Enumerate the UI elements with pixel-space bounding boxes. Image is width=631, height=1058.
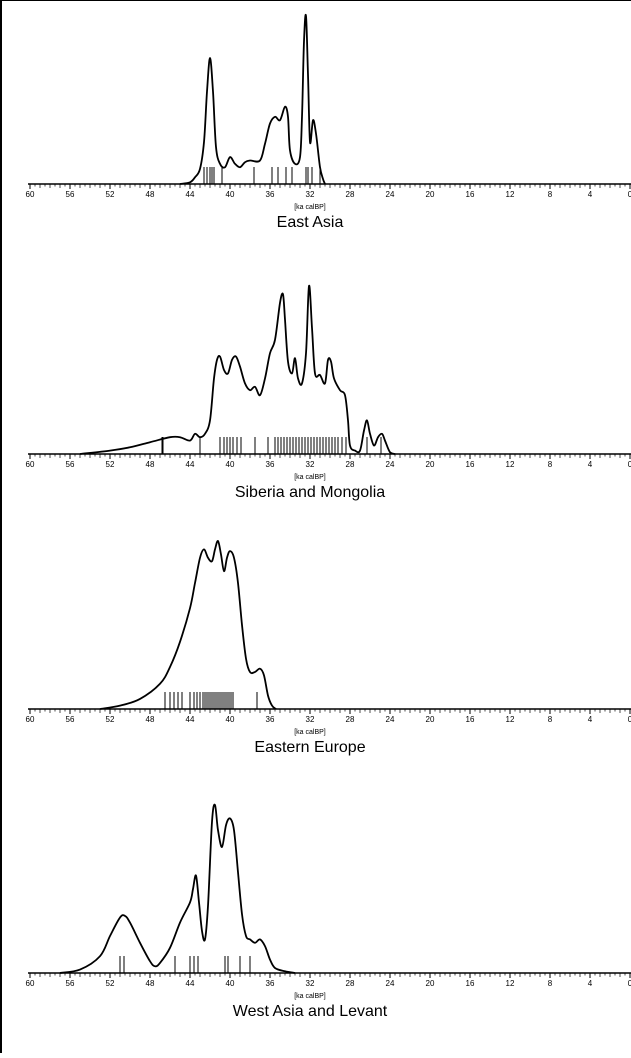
tick-label-40: 40	[226, 190, 235, 199]
tick-label-36: 36	[266, 715, 275, 724]
tick-label-20: 20	[426, 460, 435, 469]
tick-label-24: 24	[386, 460, 395, 469]
tick-label-56: 56	[66, 460, 75, 469]
tick-label-20: 20	[426, 979, 435, 988]
tick-label-16: 16	[466, 190, 475, 199]
tick-label-4: 4	[588, 190, 593, 199]
panel-title: West Asia and Levant	[233, 1003, 388, 1020]
density-curve	[179, 13, 326, 185]
tick-label-20: 20	[426, 715, 435, 724]
tick-label-0: 0	[628, 715, 631, 724]
tick-label-4: 4	[588, 460, 593, 469]
tick-label-48: 48	[146, 190, 155, 199]
panel-0: 60 56 52 48 44 40 36 32 28 24 20 16 12 8 4 0[ka calBP]E…	[26, 13, 631, 231]
panel-1: 60 56 52 48 44 40 36 32 28 24 20 16 12 8 4 0[ka calBP]S…	[26, 285, 631, 501]
x-axis-label: [ka calBP]	[294, 729, 326, 736]
tick-label-12: 12	[506, 190, 515, 199]
tick-label-32: 32	[306, 979, 315, 988]
tick-label-44: 44	[186, 190, 195, 199]
tick-label-32: 32	[306, 715, 315, 724]
tick-label-16: 16	[466, 715, 475, 724]
tick-label-4: 4	[588, 979, 593, 988]
tick-label-48: 48	[146, 460, 155, 469]
tick-label-28: 28	[346, 715, 355, 724]
panel-title: Siberia and Mongolia	[235, 484, 385, 501]
tick-label-0: 0	[628, 190, 631, 199]
tick-label-8: 8	[548, 460, 553, 469]
tick-label-12: 12	[506, 460, 515, 469]
tick-label-48: 48	[146, 715, 155, 724]
tick-label-20: 20	[426, 190, 435, 199]
tick-label-0: 0	[628, 460, 631, 469]
tick-label-24: 24	[386, 190, 395, 199]
tick-label-8: 8	[548, 190, 553, 199]
tick-label-12: 12	[506, 715, 515, 724]
x-axis-label: [ka calBP]	[294, 204, 326, 211]
tick-label-24: 24	[386, 979, 395, 988]
tick-label-40: 40	[226, 979, 235, 988]
tick-label-44: 44	[186, 979, 195, 988]
tick-label-28: 28	[346, 190, 355, 199]
panel-3: 60 56 52 48 44 40 36 32 28 24 20 16 12 8 4 0[ka calBP]W…	[26, 803, 631, 1020]
tick-label-44: 44	[186, 460, 195, 469]
tick-label-52: 52	[106, 715, 115, 724]
tick-label-48: 48	[146, 979, 155, 988]
x-axis-label: [ka calBP]	[294, 474, 326, 481]
tick-label-0: 0	[628, 979, 631, 988]
density-curve	[79, 285, 396, 455]
tick-label-60: 60	[26, 715, 35, 724]
tick-label-24: 24	[386, 715, 395, 724]
tick-label-44: 44	[186, 715, 195, 724]
tick-label-56: 56	[66, 979, 75, 988]
panel-title: Eastern Europe	[254, 739, 365, 756]
tick-label-8: 8	[548, 979, 553, 988]
tick-label-60: 60	[26, 979, 35, 988]
tick-label-4: 4	[588, 715, 593, 724]
tick-label-52: 52	[106, 190, 115, 199]
x-axis-label: [ka calBP]	[294, 993, 326, 1000]
panel-2: 60 56 52 48 44 40 36 32 28 24 20 16 12 8 4 0[ka calBP]E…	[26, 540, 631, 756]
tick-label-60: 60	[26, 190, 35, 199]
tick-label-56: 56	[66, 190, 75, 199]
panel-title: East Asia	[277, 214, 344, 231]
density-curve	[99, 540, 277, 710]
tick-label-36: 36	[266, 979, 275, 988]
tick-label-12: 12	[506, 979, 515, 988]
tick-label-60: 60	[26, 460, 35, 469]
tick-label-28: 28	[346, 460, 355, 469]
tick-label-32: 32	[306, 190, 315, 199]
tick-label-40: 40	[226, 715, 235, 724]
tick-label-8: 8	[548, 715, 553, 724]
tick-label-36: 36	[266, 460, 275, 469]
tick-label-52: 52	[106, 460, 115, 469]
tick-label-36: 36	[266, 190, 275, 199]
tick-label-52: 52	[106, 979, 115, 988]
density-curve	[59, 803, 296, 974]
tick-label-32: 32	[306, 460, 315, 469]
tick-label-40: 40	[226, 460, 235, 469]
tick-label-16: 16	[466, 979, 475, 988]
tick-label-28: 28	[346, 979, 355, 988]
tick-label-16: 16	[466, 460, 475, 469]
tick-label-56: 56	[66, 715, 75, 724]
